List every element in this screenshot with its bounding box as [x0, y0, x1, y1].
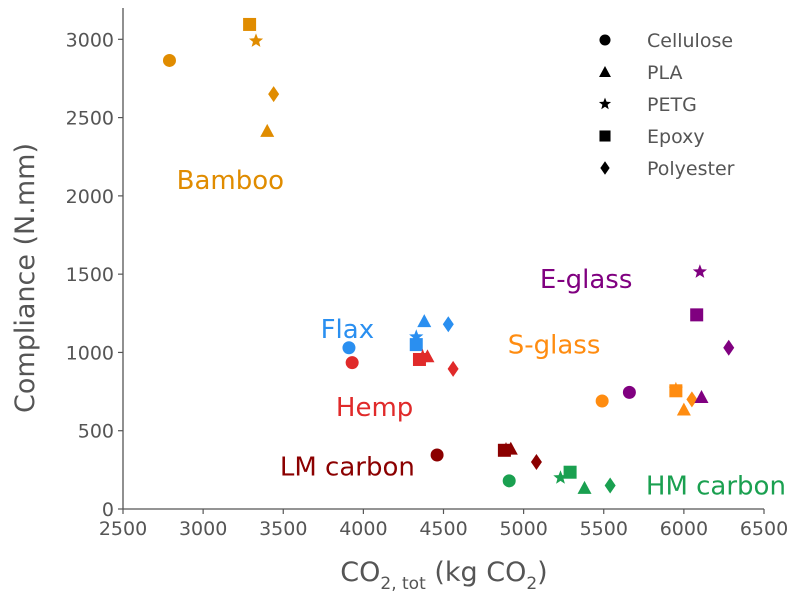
point-e-glass-diamond [723, 339, 735, 356]
x-axis-title-sub: 2, tot [380, 574, 426, 591]
legend-label: PETG [647, 94, 697, 116]
legend-label: Polyester [647, 158, 735, 180]
point-bamboo-diamond [268, 86, 280, 103]
x-tick-label: 6000 [660, 518, 708, 540]
x-tick-label: 2500 [99, 518, 147, 540]
y-tick-label: 3000 [66, 29, 114, 51]
x-tick-label: 6500 [740, 518, 788, 540]
point-hemp-circle [345, 356, 359, 370]
group-label-hemp: Hemp [336, 393, 413, 423]
y-tick-label: 500 [78, 421, 114, 443]
y-axis-title: Compliance (N.mm) [10, 143, 41, 413]
y-tick-label: 1500 [66, 264, 114, 286]
x-tick-label: 5000 [499, 518, 547, 540]
point-lm-carbon-circle [430, 448, 444, 462]
point-lm-carbon-diamond [530, 454, 542, 471]
group-label-hm-carbon: HM carbon [646, 472, 786, 502]
y-tick-label: 2500 [66, 108, 114, 130]
x-tick-label: 4000 [339, 518, 387, 540]
legend-triangle-icon [599, 66, 611, 78]
y-tick-label: 0 [102, 499, 114, 521]
point-e-glass-star [692, 264, 707, 278]
data-points [162, 17, 735, 494]
point-hm-carbon-star [553, 470, 568, 484]
point-e-glass-circle [622, 385, 636, 399]
point-s-glass-triangle [676, 402, 691, 416]
point-flax-diamond [442, 316, 454, 333]
x-axis-title: CO2, tot (kg CO2) [340, 557, 547, 591]
x-axis-title-unit: (kg CO [426, 557, 527, 588]
legend-circle-icon [599, 34, 611, 46]
legend-square-icon [599, 130, 611, 142]
point-flax-square [409, 338, 423, 352]
group-label-e-glass: E-glass [540, 265, 633, 295]
x-tick-label: 3000 [179, 518, 227, 540]
point-s-glass-square [669, 384, 683, 398]
point-s-glass-diamond [686, 391, 698, 408]
point-s-glass-circle [595, 394, 609, 408]
y-tick-label: 2000 [66, 186, 114, 208]
x-axis-title-unit-close: ) [537, 557, 548, 588]
group-label-flax: Flax [321, 315, 375, 345]
point-hemp-square [412, 352, 426, 366]
legend-label: Epoxy [647, 126, 705, 148]
legend-label: PLA [647, 62, 682, 84]
point-bamboo-triangle [260, 123, 275, 137]
legend-label: Cellulose [647, 30, 733, 52]
group-labels: Bamboo Flax Hemp LM carbon HM carbon S-glass E… [177, 166, 786, 501]
group-label-bamboo: Bamboo [177, 166, 284, 196]
point-hemp-diamond [447, 360, 459, 377]
x-tick-label: 3500 [259, 518, 307, 540]
point-flax-star [409, 329, 424, 343]
point-hm-carbon-circle [502, 474, 516, 488]
x-axis-title-main: CO [340, 557, 380, 588]
x-tick-label: 5500 [580, 518, 628, 540]
y-tick-label: 1000 [66, 342, 114, 364]
point-lm-carbon-square [497, 443, 511, 457]
point-flax-circle [342, 341, 356, 355]
point-bamboo-square [243, 17, 257, 31]
legend-diamond-icon [600, 161, 610, 175]
point-hm-carbon-diamond [604, 477, 616, 494]
x-axis-title-unit-sub: 2 [526, 574, 537, 591]
group-label-lm-carbon: LM carbon [280, 453, 415, 483]
point-e-glass-triangle [694, 390, 709, 404]
legend: Cellulose PLA PETG Epoxy Polyester [598, 30, 735, 180]
point-e-glass-square [690, 308, 704, 322]
group-label-s-glass: S-glass [508, 331, 601, 361]
point-hm-carbon-square [563, 465, 577, 479]
point-bamboo-circle [162, 53, 176, 67]
point-flax-triangle [417, 314, 432, 328]
x-tick-label: 4500 [419, 518, 467, 540]
point-hm-carbon-triangle [577, 480, 592, 494]
axes: 2500 3000 3500 4000 4500 5000 5500 6000 6500 0 500… [66, 8, 788, 540]
legend-star-icon [598, 97, 612, 110]
point-bamboo-star [248, 33, 264, 47]
